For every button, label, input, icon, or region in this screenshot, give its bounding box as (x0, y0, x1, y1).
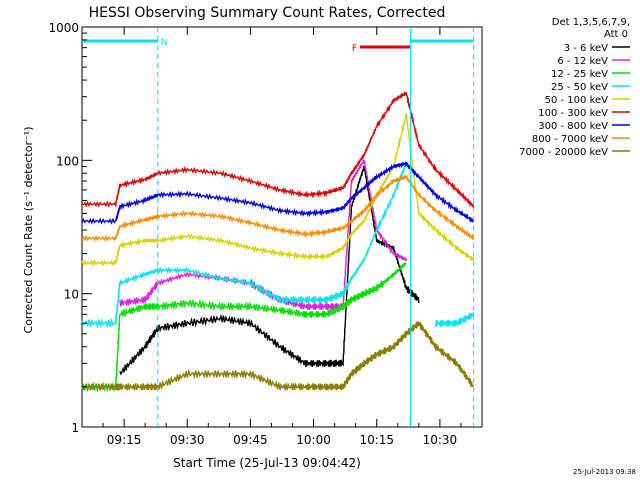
legend-label: 7000 - 20000 keV (519, 147, 608, 158)
generation-timestamp: 25-Jul-2013 09:38 (573, 468, 636, 476)
plot-frame (81, 26, 483, 428)
legend-label: 800 - 7000 keV (532, 134, 608, 145)
legend-header-line-1: Det 1,3,5,6,7,9, (552, 17, 630, 28)
legend: 3 - 6 keV 6 - 12 keV 12 - 25 keV 25 - 50 ke… (519, 43, 630, 158)
legend-label: 3 - 6 keV (564, 43, 608, 54)
series-line-3 (81, 262, 407, 393)
y-axis-label: Corrected Count Rate (s⁻¹ detector⁻¹) (22, 127, 35, 334)
annotation-label: N (161, 38, 168, 48)
x-tick-label: 10:30 (423, 433, 458, 447)
y-tick-label: 100 (56, 154, 79, 168)
series-line-7 (81, 161, 474, 225)
x-tick-label: 10:15 (359, 433, 394, 447)
x-tick-label: 09:45 (233, 433, 268, 447)
series-line-4 (81, 161, 475, 329)
axis-layer: 09:15 09:30 09:45 10:00 10:15 10:30 1 10 100 1000 (48, 21, 462, 447)
y-tick-label: 1 (71, 421, 79, 435)
legend-label: 12 - 25 keV (551, 69, 608, 80)
series-line-2 (119, 159, 407, 311)
legend-label: 6 - 12 keV (557, 56, 608, 67)
plot-area (81, 26, 483, 428)
series-line-8 (81, 173, 475, 242)
y-tick-label: 1000 (48, 21, 79, 35)
x-tick-label: 10:00 (296, 433, 331, 447)
x-tick-label: 09:15 (107, 433, 142, 447)
annotation-label: F (352, 44, 357, 54)
legend-label: 50 - 100 keV (545, 95, 609, 106)
series-line-6 (81, 91, 475, 209)
annotation-layer: NF (82, 27, 475, 427)
series-layer (81, 91, 475, 393)
series-line-9 (81, 321, 475, 392)
x-tick-label: 09:30 (170, 433, 205, 447)
legend-label: 300 - 800 keV (538, 121, 608, 132)
legend-label: 100 - 300 keV (538, 108, 608, 119)
x-axis-label: Start Time (25-Jul-13 09:04:42) (173, 456, 361, 470)
chart-title: HESSI Observing Summary Count Rates, Cor… (89, 5, 446, 21)
legend-label: 25 - 50 keV (551, 82, 608, 93)
legend-header-line-2: Att 0 (604, 29, 628, 40)
series-line-5 (81, 113, 475, 267)
y-tick-label: 10 (64, 288, 79, 302)
